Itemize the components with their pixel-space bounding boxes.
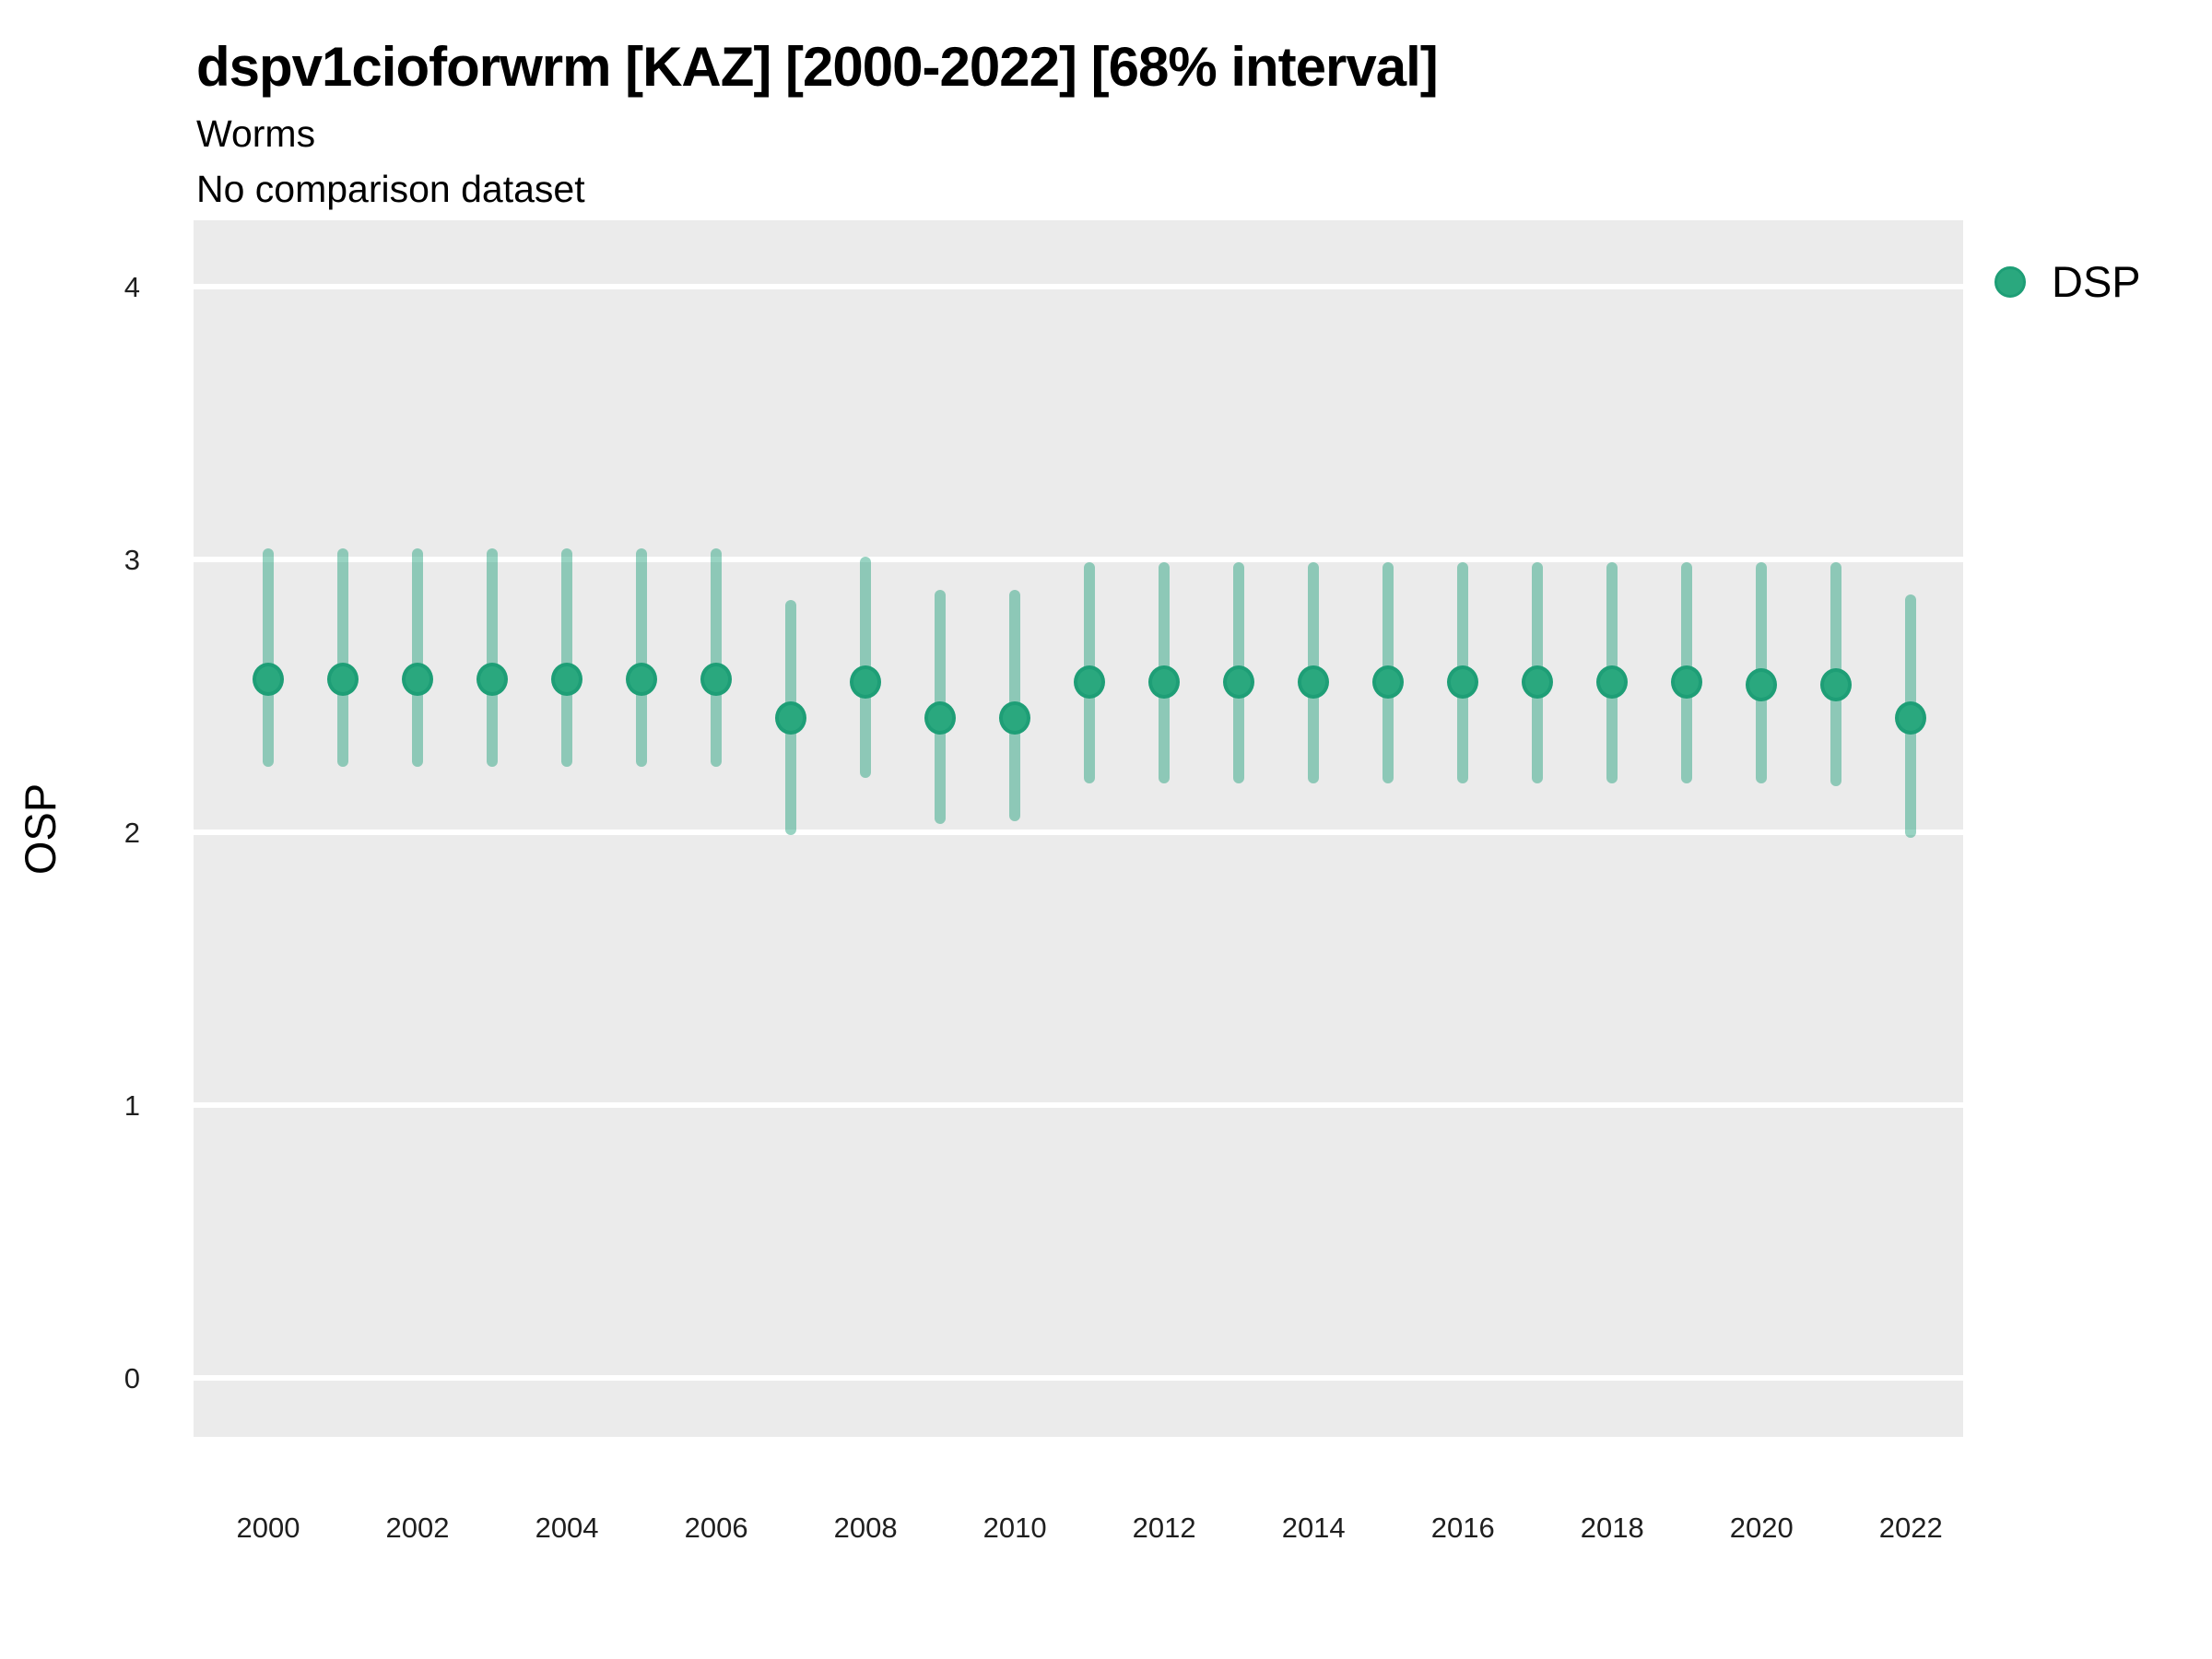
x-tick-label-2016: 2016 [1430, 1512, 1495, 1544]
chart-subtitle: Worms [196, 112, 316, 155]
data-point-2011 [1074, 665, 1106, 700]
legend-dsp-swatch-icon [1994, 265, 2026, 298]
gridline-y-4 [194, 283, 1963, 289]
data-point-2021 [1820, 668, 1853, 702]
interval-bar-2001 [337, 548, 349, 767]
y-tick-label-1: 1 [124, 1089, 140, 1123]
data-point-2009 [924, 700, 957, 735]
x-tick-label-2004: 2004 [535, 1512, 599, 1544]
gridline-y-3 [194, 556, 1963, 562]
interval-bar-2002 [412, 548, 424, 767]
x-tick-label-2022: 2022 [1878, 1512, 1943, 1544]
x-tick-label-2012: 2012 [1132, 1512, 1196, 1544]
gridline-y-2 [194, 829, 1963, 835]
data-point-2007 [775, 700, 807, 735]
interval-bar-2004 [561, 548, 573, 767]
chart-title: dspv1cioforwrm [KAZ] [2000-2022] [68% in… [196, 36, 1439, 98]
data-point-2010 [999, 700, 1031, 735]
x-tick-label-2002: 2002 [385, 1512, 450, 1544]
data-point-2019 [1671, 665, 1703, 700]
data-point-2014 [1298, 665, 1330, 700]
legend-dsp-label: DSP [2052, 257, 2141, 306]
x-tick-label-2000: 2000 [236, 1512, 300, 1544]
y-tick-label-2: 2 [124, 816, 140, 849]
data-point-2013 [1223, 665, 1255, 700]
data-point-2003 [477, 663, 509, 697]
y-tick-label-3: 3 [124, 543, 140, 576]
data-point-2015 [1372, 665, 1405, 700]
data-point-2005 [626, 663, 658, 697]
x-tick-label-2020: 2020 [1729, 1512, 1794, 1544]
data-point-2006 [700, 663, 733, 697]
y-axis-ticks: 0 1 2 3 4 [0, 220, 140, 1437]
interval-bar-2003 [487, 548, 499, 767]
data-point-2000 [253, 663, 284, 697]
data-point-2018 [1596, 665, 1629, 700]
data-point-2008 [850, 665, 882, 700]
data-point-2002 [402, 663, 434, 697]
x-tick-label-2010: 2010 [982, 1512, 1047, 1544]
data-point-2020 [1746, 668, 1778, 702]
legend: DSP [1994, 256, 2141, 307]
data-point-2016 [1447, 665, 1479, 700]
interval-bar-2000 [263, 548, 274, 767]
data-point-2022 [1895, 700, 1927, 735]
x-tick-label-2008: 2008 [833, 1512, 898, 1544]
x-tick-label-2014: 2014 [1281, 1512, 1346, 1544]
x-axis-ticks: 2000 2002 2004 2006 2008 2010 2012 2014 2016 2018… [194, 1513, 1963, 1550]
y-tick-label-4: 4 [124, 270, 140, 303]
data-point-2017 [1522, 665, 1554, 700]
x-tick-label-2018: 2018 [1580, 1512, 1644, 1544]
gridline-y-1 [194, 1102, 1963, 1109]
gridline-y-0 [194, 1375, 1963, 1382]
plot-panel [194, 220, 1963, 1437]
data-point-2001 [327, 663, 359, 697]
interval-bar-2006 [711, 548, 723, 767]
data-point-2004 [551, 663, 583, 697]
y-tick-label-0: 0 [124, 1362, 140, 1395]
interval-bar-2005 [636, 548, 648, 767]
x-tick-label-2006: 2006 [684, 1512, 748, 1544]
comparison-note: No comparison dataset [196, 168, 585, 210]
data-point-2012 [1148, 665, 1181, 700]
